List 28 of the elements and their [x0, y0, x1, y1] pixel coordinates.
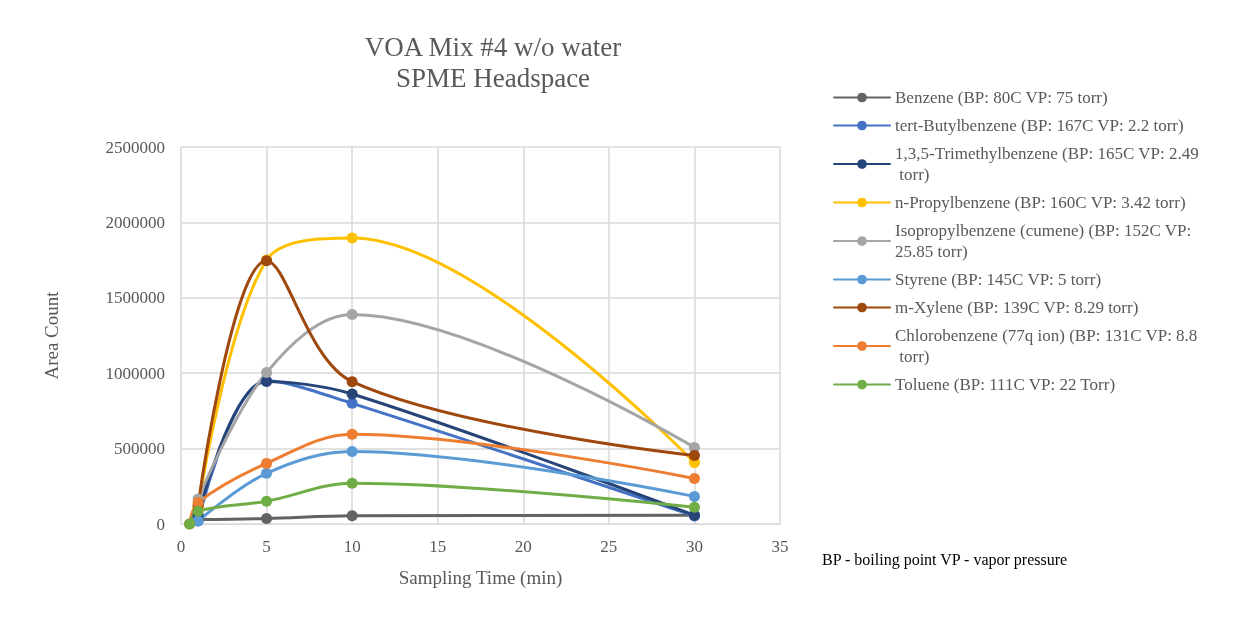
legend-label: Toluene (BP: 111C VP: 22 Torr)	[895, 375, 1116, 394]
x-tick-label: 20	[514, 537, 532, 556]
y-tick-label: 500000	[114, 439, 165, 459]
y-tick-label: 1000000	[105, 363, 165, 383]
chart-subtitle: SPME Headspace	[395, 62, 591, 93]
legend-label: tert-Butylbenzene (BP: 167C VP: 2.2 torr)	[895, 116, 1184, 135]
x-tick-label: 35	[771, 537, 789, 556]
y-tick-label: 2000000	[105, 212, 165, 232]
legend-label: Isopropylbenzene (cumene) (BP: 152C VP: 25.85 torr)	[895, 221, 1196, 261]
legend-label: Chlorobenzene (77q ion) (BP: 131C VP: 8.8 torr)	[895, 326, 1198, 366]
x-tick-label: 5	[262, 537, 271, 556]
x-axis-title: Sampling Time (min)	[398, 567, 563, 589]
x-tick-label: 25	[600, 537, 618, 556]
chart-title: VOA Mix #4 w/o water	[364, 31, 622, 62]
legend-label: m-Xylene (BP: 139C VP: 8.29 torr)	[895, 298, 1139, 317]
y-tick-label: 0	[156, 514, 165, 534]
legend-label: Styrene (BP: 145C VP: 5 torr)	[895, 270, 1102, 289]
y-tick-label: 2500000	[105, 137, 165, 157]
y-axis-title: Area Count	[41, 290, 62, 380]
y-tick-label: 1500000	[105, 288, 165, 308]
x-tick-label: 30	[685, 537, 703, 556]
x-tick-label: 10	[343, 537, 361, 556]
text: BP - boiling point VP - vapor pressure	[822, 550, 1068, 569]
x-tick-label: 15	[429, 537, 447, 556]
x-tick-label: 0	[176, 537, 186, 556]
legend-label: n-Propylbenzene (BP: 160C VP: 3.42 torr)	[895, 193, 1186, 212]
legend-label: 1,3,5-Trimethylbenzene (BP: 165C VP: 2.49 torr)	[895, 144, 1199, 184]
legend-label: Benzene (BP: 80C VP: 75 torr)	[895, 88, 1108, 107]
